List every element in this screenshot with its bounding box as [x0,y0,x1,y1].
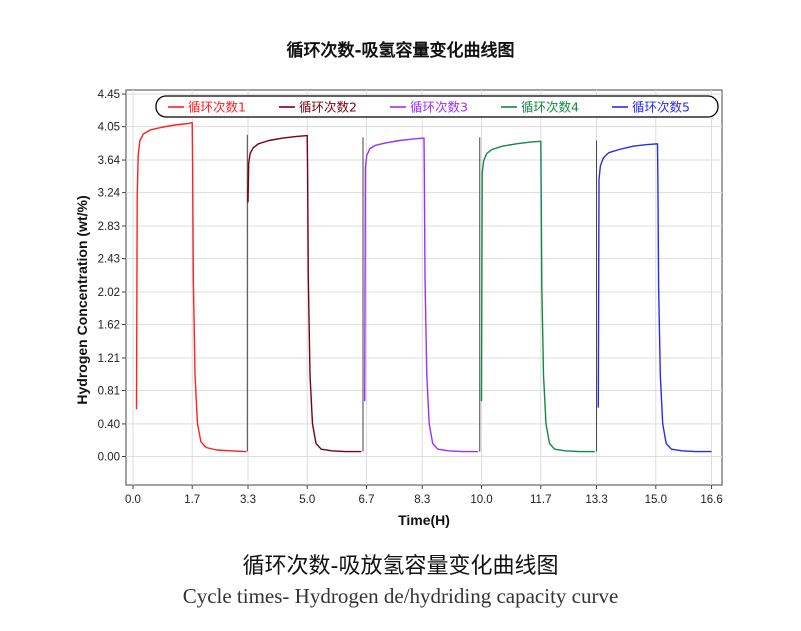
x-tick-label: 16.6 [700,494,722,506]
legend-box [155,95,719,118]
x-tick-label: 13.3 [585,494,607,506]
legend-entry-label: 循环次数2 [299,100,357,115]
legend-entry-label: 循环次数1 [188,100,246,115]
cycle-transitions [246,134,598,452]
chart-title: 循环次数-吸氢容量变化曲线图 [286,41,515,61]
x-tick-label: 1.7 [184,494,200,506]
y-axis-label: Hydrogen Concentration (wt/%) [74,195,90,404]
series-line-cycle-2 [247,134,362,453]
caption-english: Cycle times- Hydrogen de/hydriding capac… [182,584,619,608]
y-tick-label: 3.24 [98,188,121,200]
x-tick-label: 15.0 [645,494,667,506]
y-tick-label: 2.02 [98,287,120,299]
plot-area [125,89,723,486]
y-tick-label: 1.21 [98,353,120,365]
x-tick-label: 10.0 [470,494,492,506]
hydrogen-cycle-chart: 4.45 4.05 3.64 3.24 2.83 2.43 2.02 1.62 1.21 0.81… [74,89,723,528]
x-tick-label: 5.0 [299,494,315,506]
y-tick-label: 2.83 [98,221,120,233]
series-line-cycle-5 [597,143,712,453]
y-tick-label: 1.62 [98,320,120,332]
y-tick-label: 0.81 [98,386,120,398]
series-line-cycle-3 [364,137,478,453]
y-tick-label: 0.00 [98,451,120,463]
y-tick-label: 4.45 [98,89,120,101]
x-tick-label: 3.3 [240,494,256,506]
series-line-cycle-4 [480,140,595,453]
legend-entry-label: 循环次数4 [521,100,579,115]
x-tick-label: 0.0 [125,494,141,506]
legend: 循环次数1 循环次数2 循环次数3 循环次数4 循环次数5 [168,100,690,115]
x-tick-label: 11.7 [530,494,552,506]
caption-chinese: 循环次数-吸放氢容量变化曲线图 [242,554,559,579]
y-tick-label: 0.40 [98,419,120,431]
x-axis-label: Time(H) [398,512,450,528]
series-line-cycle-1 [135,121,247,453]
y-tick-label: 4.05 [98,122,120,134]
x-tick-label: 6.7 [358,494,374,506]
x-tick-labels: 0.0 1.7 3.3 5.0 6.7 8.3 10.0 11.7 13.3 15.0 16.6 [125,494,723,506]
y-tick-label: 3.64 [98,155,121,167]
y-tick-label: 2.43 [98,254,120,266]
series-lines [135,121,712,453]
legend-entry-label: 循环次数5 [632,100,690,115]
x-tick-label: 8.3 [414,494,430,506]
legend-entry-label: 循环次数3 [410,100,468,115]
y-tick-labels: 4.45 4.05 3.64 3.24 2.83 2.43 2.02 1.62 1.21 0.81… [98,89,121,463]
